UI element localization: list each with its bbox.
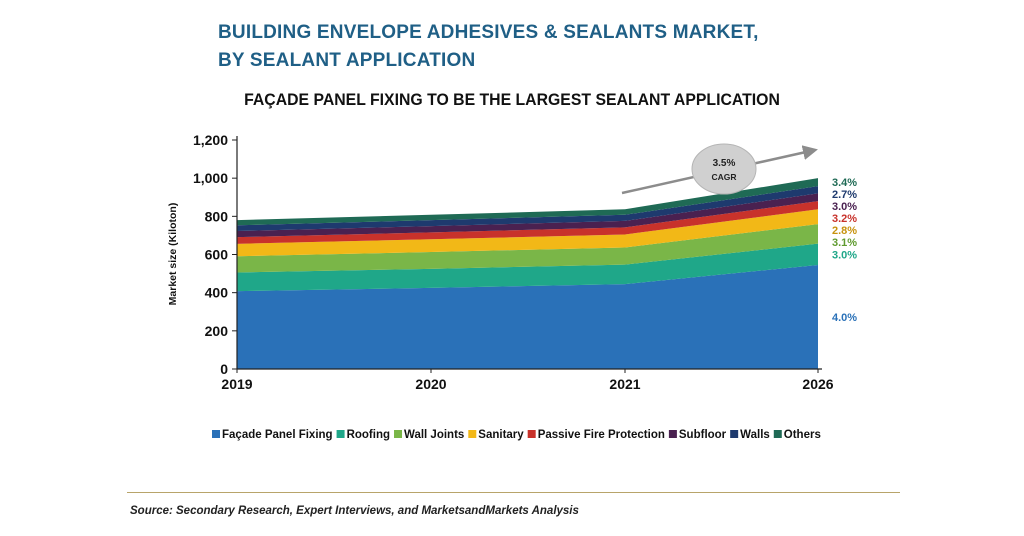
cagr-bubble-value: 3.5% bbox=[713, 158, 736, 169]
cagr-label-1: 4.0% bbox=[832, 312, 857, 324]
legend-swatch-7 bbox=[730, 430, 739, 438]
legend-swatch-4 bbox=[468, 430, 477, 438]
legend-swatch-2 bbox=[336, 430, 345, 438]
legend-swatch-6 bbox=[668, 430, 677, 438]
chart-title-line-2: BY SEALANT APPLICATION bbox=[218, 50, 476, 71]
x-tick-label: 2020 bbox=[415, 376, 446, 392]
cagr-label-8: 3.4% bbox=[832, 177, 857, 189]
chart-title-line-1: BUILDING ENVELOPE ADHESIVES & SEALANTS M… bbox=[218, 22, 759, 43]
area-series-8 bbox=[237, 178, 818, 226]
stacked-area-chart: 0 200 400 600 800 1,000 1,200 2019 2020 2021 2026 M… bbox=[167, 132, 857, 441]
cagr-bubble bbox=[691, 143, 757, 195]
cagr-label-3: 3.1% bbox=[832, 237, 857, 249]
area-series-6 bbox=[237, 193, 818, 238]
cagr-bubble-label: CAGR bbox=[711, 172, 736, 182]
cagr-label-2: 3.0% bbox=[832, 249, 857, 261]
legend-label-7: Walls bbox=[740, 429, 770, 441]
y-tick-label: 200 bbox=[205, 323, 229, 339]
legend-label-5: Passive Fire Protection bbox=[538, 429, 665, 441]
y-tick-label: 400 bbox=[205, 285, 229, 301]
x-tick-label: 2019 bbox=[221, 376, 252, 392]
legend-label-4: Sanitary bbox=[478, 429, 524, 441]
legend-label-6: Subfloor bbox=[679, 429, 727, 441]
source-note: Source: Secondary Research, Expert Inter… bbox=[130, 505, 579, 517]
cagr-label-7: 2.7% bbox=[832, 189, 857, 201]
legend-swatch-5 bbox=[527, 430, 536, 438]
y-tick-label: 1,200 bbox=[193, 132, 228, 148]
area-series-2 bbox=[237, 243, 818, 292]
area-series-1 bbox=[237, 264, 818, 369]
legend-swatch-3 bbox=[394, 430, 403, 438]
area-series-5 bbox=[237, 201, 818, 244]
area-series-4 bbox=[237, 209, 818, 257]
legend-label-8: Others bbox=[784, 429, 821, 441]
cagr-label-5: 3.2% bbox=[832, 213, 857, 225]
area-series-7 bbox=[237, 186, 818, 232]
cagr-label-6: 3.0% bbox=[832, 201, 857, 213]
y-tick-label: 0 bbox=[220, 361, 228, 377]
x-tick-label: 2026 bbox=[802, 376, 833, 392]
legend-label-3: Wall Joints bbox=[404, 429, 464, 441]
y-tick-label: 800 bbox=[205, 208, 229, 224]
legend-swatch-1 bbox=[212, 430, 220, 438]
y-tick-label: 600 bbox=[205, 247, 229, 263]
y-axis-label: Market size (Kiloton) bbox=[167, 203, 179, 306]
area-series-3 bbox=[237, 224, 818, 273]
legend-label-2: Roofing bbox=[347, 429, 390, 441]
legend-label-1: Façade Panel Fixing bbox=[222, 429, 333, 441]
x-tick-label: 2021 bbox=[609, 376, 640, 392]
cagr-label-4: 2.8% bbox=[832, 225, 857, 237]
chart-subtitle: FAÇADE PANEL FIXING TO BE THE LARGEST SE… bbox=[244, 90, 780, 109]
y-tick-label: 1,000 bbox=[193, 170, 228, 186]
legend-swatch-8 bbox=[773, 430, 782, 438]
footer-divider bbox=[127, 492, 900, 493]
